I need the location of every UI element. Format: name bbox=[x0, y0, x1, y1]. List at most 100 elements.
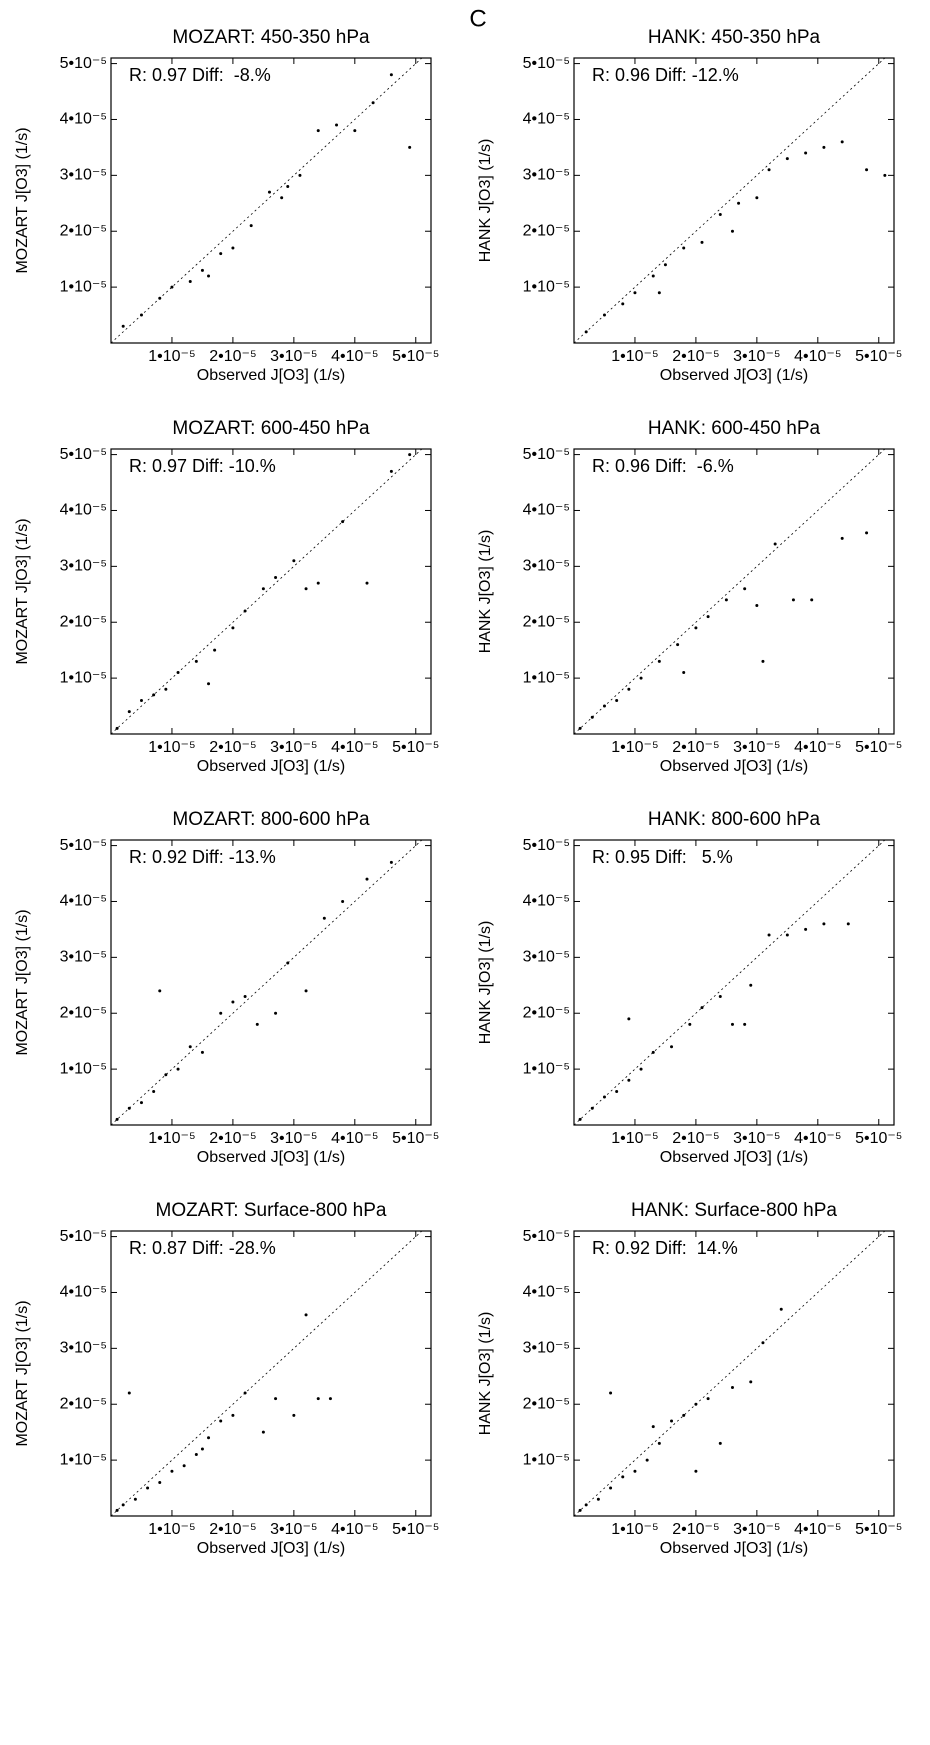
x-axis-label: Observed J[O3] (1/s) bbox=[660, 1540, 809, 1557]
chart-title: MOZART: 800-600 hPa bbox=[172, 809, 370, 830]
y-tick-label: 1•10⁻⁵ bbox=[60, 278, 107, 295]
x-tick-label: 5•10⁻⁵ bbox=[392, 739, 439, 756]
data-point bbox=[121, 324, 125, 328]
data-point bbox=[657, 291, 661, 295]
y-tick-label: 5•10⁻⁵ bbox=[523, 837, 570, 854]
x-tick-label: 3•10⁻⁵ bbox=[733, 348, 780, 365]
data-point bbox=[328, 1397, 332, 1401]
data-point bbox=[627, 687, 631, 691]
data-point bbox=[651, 1050, 655, 1054]
data-point bbox=[194, 659, 198, 663]
data-point bbox=[651, 274, 655, 278]
data-point bbox=[261, 1430, 265, 1434]
chart-title: MOZART: 450-350 hPa bbox=[172, 27, 370, 48]
y-tick-label: 4•10⁻⁵ bbox=[60, 111, 107, 128]
x-tick-label: 5•10⁻⁵ bbox=[392, 1130, 439, 1147]
annotation: R: 0.97 Diff: -10.% bbox=[129, 456, 276, 476]
x-tick-label: 4•10⁻⁵ bbox=[794, 1521, 841, 1538]
data-point bbox=[676, 643, 680, 647]
data-point bbox=[730, 1022, 734, 1026]
data-point bbox=[724, 598, 728, 602]
data-point bbox=[200, 1447, 204, 1451]
data-point bbox=[316, 129, 320, 133]
y-tick-label: 5•10⁻⁵ bbox=[60, 446, 107, 463]
data-point bbox=[822, 922, 826, 926]
x-tick-label: 5•10⁻⁵ bbox=[855, 739, 902, 756]
data-point bbox=[152, 1089, 156, 1093]
data-point bbox=[627, 1017, 631, 1021]
data-point bbox=[298, 173, 302, 177]
y-tick-label: 4•10⁻⁵ bbox=[523, 502, 570, 519]
data-point bbox=[718, 212, 722, 216]
y-axis-label: MOZART J[O3] (1/s) bbox=[14, 127, 31, 273]
x-tick-label: 5•10⁻⁵ bbox=[392, 1521, 439, 1538]
data-point bbox=[200, 1050, 204, 1054]
data-point bbox=[286, 185, 290, 189]
data-point bbox=[767, 933, 771, 937]
data-point bbox=[657, 659, 661, 663]
data-point bbox=[584, 330, 588, 334]
data-point bbox=[389, 860, 393, 864]
data-point bbox=[791, 598, 795, 602]
data-point bbox=[115, 726, 119, 730]
x-tick-label: 2•10⁻⁵ bbox=[672, 348, 719, 365]
y-axis-label: HANK J[O3] (1/s) bbox=[477, 530, 494, 654]
data-point bbox=[176, 1067, 180, 1071]
data-point bbox=[127, 710, 131, 714]
data-point bbox=[389, 73, 393, 77]
x-tick-label: 1•10⁻⁵ bbox=[148, 739, 195, 756]
x-tick-label: 4•10⁻⁵ bbox=[794, 739, 841, 756]
data-point bbox=[322, 916, 326, 920]
data-point bbox=[243, 1391, 247, 1395]
data-point bbox=[341, 520, 345, 524]
data-point bbox=[639, 676, 643, 680]
data-point bbox=[688, 1022, 692, 1026]
data-point bbox=[304, 989, 308, 993]
y-axis-label: MOZART J[O3] (1/s) bbox=[14, 1300, 31, 1446]
data-point bbox=[633, 291, 637, 295]
y-tick-label: 5•10⁻⁵ bbox=[60, 55, 107, 72]
data-point bbox=[694, 1402, 698, 1406]
data-point bbox=[633, 1469, 637, 1473]
data-point bbox=[365, 581, 369, 585]
data-point bbox=[133, 1497, 137, 1501]
x-tick-label: 3•10⁻⁵ bbox=[270, 739, 317, 756]
data-point bbox=[341, 899, 345, 903]
data-point bbox=[152, 693, 156, 697]
x-tick-label: 3•10⁻⁵ bbox=[270, 348, 317, 365]
x-tick-label: 2•10⁻⁵ bbox=[672, 1521, 719, 1538]
data-point bbox=[749, 1380, 753, 1384]
x-tick-label: 4•10⁻⁵ bbox=[794, 348, 841, 365]
y-tick-label: 1•10⁻⁵ bbox=[523, 669, 570, 686]
plot-frame bbox=[110, 57, 432, 344]
data-point bbox=[292, 1413, 296, 1417]
data-point bbox=[755, 603, 759, 607]
data-point bbox=[682, 671, 686, 675]
x-axis-label: Observed J[O3] (1/s) bbox=[197, 1149, 346, 1166]
y-tick-label: 3•10⁻⁵ bbox=[523, 949, 570, 966]
chart-title: MOZART: 600-450 hPa bbox=[172, 418, 370, 439]
x-tick-label: 3•10⁻⁵ bbox=[270, 1130, 317, 1147]
data-point bbox=[615, 1089, 619, 1093]
data-point bbox=[743, 587, 747, 591]
data-point bbox=[408, 145, 412, 149]
data-point bbox=[158, 1480, 162, 1484]
data-point bbox=[718, 1441, 722, 1445]
y-tick-label: 5•10⁻⁵ bbox=[523, 1228, 570, 1245]
panel-label: C bbox=[469, 5, 486, 32]
data-point bbox=[773, 542, 777, 546]
x-axis-label: Observed J[O3] (1/s) bbox=[660, 758, 809, 775]
data-point bbox=[292, 559, 296, 563]
data-point bbox=[115, 1117, 119, 1121]
data-point bbox=[639, 1067, 643, 1071]
data-point bbox=[718, 994, 722, 998]
one-to-one-line bbox=[573, 839, 886, 1126]
data-point bbox=[761, 1341, 765, 1345]
data-point bbox=[231, 1413, 235, 1417]
data-point bbox=[785, 157, 789, 161]
data-point bbox=[865, 168, 869, 172]
data-point bbox=[304, 1313, 308, 1317]
x-tick-label: 5•10⁻⁵ bbox=[855, 1130, 902, 1147]
data-point bbox=[365, 877, 369, 881]
